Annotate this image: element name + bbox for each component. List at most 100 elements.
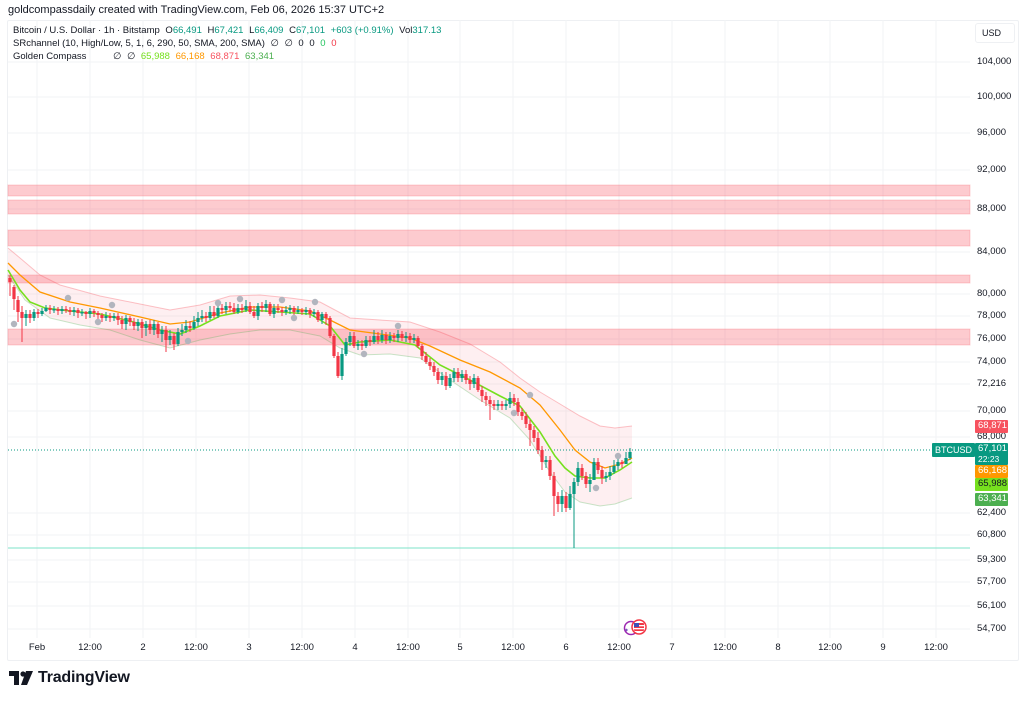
candle-body [284,310,288,312]
chart-legend: Bitcoin / U.S. Dollar · 1h · Bitstamp O6… [13,24,441,63]
candle-body [368,340,372,342]
candle-body [44,308,48,311]
legend-golden-compass-row[interactable]: Golden Compass ∅ ∅ 65,988 66,168 68,871 … [13,51,275,62]
candle-body [128,318,132,322]
candle-body [348,336,352,342]
pivot-dot [214,299,222,307]
band-lower-line [7,274,633,507]
candle-body [560,496,564,504]
candle-body [492,404,496,406]
candle-body [256,306,260,316]
symbol-tag: BTCUSD [932,443,976,457]
candle-body [400,334,404,338]
change-value: +603 (+0.91%) [330,25,394,36]
price-axis-label: 80,000 [977,288,1007,299]
candle-body [296,310,300,312]
candle-body [512,398,516,402]
candle-body [280,310,284,312]
candle-body [292,308,296,312]
resistance-zone [7,328,971,346]
candle-body [112,316,116,318]
candle-body [468,380,472,384]
candle-body [372,336,376,342]
candle-body [84,312,88,314]
candle-body [360,344,364,346]
chart-caption: goldcompassdaily created with TradingVie… [8,4,385,16]
candle-body [528,424,532,430]
candle-body [16,300,20,312]
candle-body [364,340,368,346]
price-axis-label: 100,000 [977,91,1012,102]
price-tag: 65,988 [975,478,1008,491]
currency-button[interactable]: USD [975,23,1015,43]
candle-body [288,308,292,310]
time-axis-label: 9 [880,642,886,653]
candle-body [272,308,276,314]
candle-body [32,312,36,318]
gc-lower-value: 63,341 [245,51,275,62]
candle-body [620,462,624,464]
candle-body [48,308,52,310]
countdown-timer: 22:23 [978,454,1000,464]
pivot-dot [290,314,298,322]
gc-slow-value: 66,168 [175,51,205,62]
pivot-dot [94,318,102,326]
candle-body [216,308,220,316]
time-axis-label: 12:00 [396,642,420,653]
candle-body [300,310,304,312]
candle-body [428,362,432,366]
price-tag: 63,341 [975,493,1008,506]
candle-body [204,316,208,318]
candle-body [236,308,240,312]
legend-srchannel-row[interactable]: SRchannel (10, High/Low, 5, 1, 6, 290, 5… [13,38,337,49]
resistance-zone [7,199,971,215]
candle-body [324,314,328,318]
close-value: 67,101 [295,25,326,36]
pivot-dot [278,296,286,304]
candle-body [24,314,28,318]
time-axis-label: 2 [140,642,146,653]
candle-body [404,336,408,338]
pivot-dot [108,301,116,309]
price-axis-label: 104,000 [977,56,1012,67]
pivot-dot [236,295,244,303]
candle-body [436,372,440,380]
candle-body [56,309,60,311]
legend-symbol-row: Bitcoin / U.S. Dollar · 1h · Bitstamp O6… [13,25,442,36]
pivot-dot [510,409,518,417]
candle-body [176,332,180,344]
candle-body [332,336,336,356]
candle-body [476,378,480,390]
candle-body [464,374,468,380]
candle-body [232,308,236,312]
pivot-dot [184,337,192,345]
candle-body [20,312,24,318]
candle-body [200,316,204,318]
candle-body [604,476,608,478]
time-axis-label: 12:00 [290,642,314,653]
candle-body [416,338,420,346]
candle-body [628,452,632,458]
candle-body [384,335,388,340]
candle-body [152,324,156,330]
candle-body [564,496,568,508]
pivot-dot [10,320,18,328]
candle-body [60,309,64,311]
candle-body [536,438,540,450]
time-axis-label: 4 [352,642,358,653]
candle-body [520,412,524,416]
candle-body [484,396,488,400]
candle-body [68,310,72,312]
candle-body [156,324,160,334]
candle-body [36,312,40,314]
candle-body [568,494,572,508]
candle-body [64,309,68,311]
resistance-zone [7,229,971,247]
candle-body [312,312,316,314]
candle-body [380,335,384,340]
economic-event-icon[interactable] [621,618,651,636]
tradingview-logo[interactable]: TradingView [9,669,130,687]
price-axis-label: 74,000 [977,356,1007,367]
candle-body [608,472,612,476]
